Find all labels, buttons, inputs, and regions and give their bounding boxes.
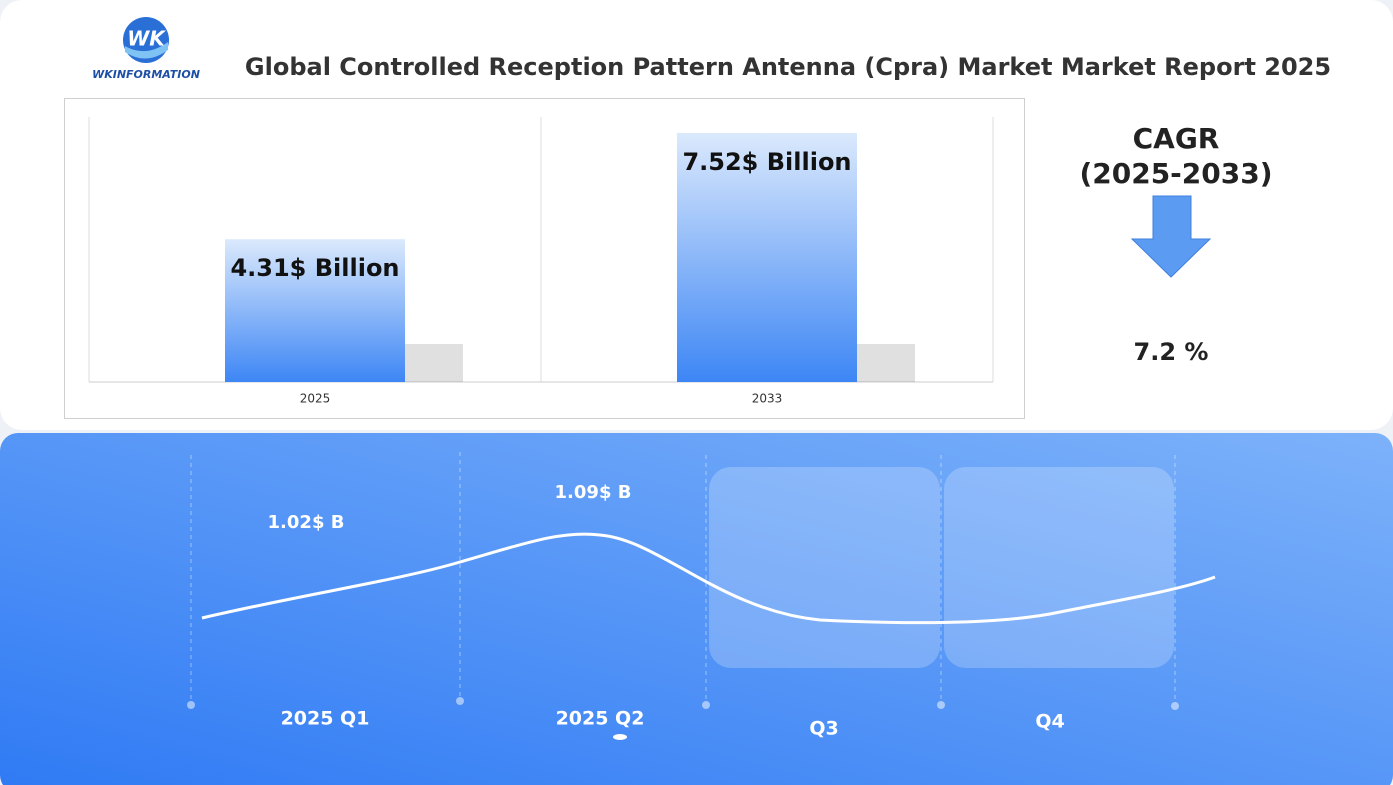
bar	[225, 239, 405, 382]
bar-value-label: 4.31$ Billion	[230, 254, 399, 282]
down-arrow	[1130, 195, 1212, 278]
quarter-box	[944, 467, 1174, 668]
bar	[677, 132, 857, 382]
quarter-box	[709, 467, 940, 668]
quarter-label: Q3	[809, 718, 838, 740]
quarter-label: Q4	[1035, 711, 1064, 733]
cagr-period: (2025-2033)	[1079, 157, 1272, 190]
logo: WK WKINFORMATION	[92, 17, 200, 81]
bar-value-label: 7.52$ Billion	[682, 148, 851, 176]
active-dot	[613, 734, 627, 740]
cagr-value: 7.2 %	[1134, 338, 1209, 366]
timeline-panel	[0, 433, 1393, 785]
cagr-label: CAGR	[1133, 122, 1220, 155]
chart-frame	[64, 98, 1025, 419]
timeline-guides	[190, 452, 1176, 700]
logo-text: WKINFORMATION	[92, 68, 200, 81]
bars: 4.31$ Billion 2025 7.52$ Billion 2033	[225, 132, 915, 406]
title: Global Controlled Reception Pattern Ante…	[245, 53, 1331, 81]
svg-text:WK: WK	[127, 27, 166, 51]
quarter-label: 2025 Q1	[281, 708, 370, 730]
timeline-dots	[187, 697, 1179, 710]
quarter-value: 1.02$ B	[268, 512, 345, 533]
x-tick-label: 2033	[752, 392, 783, 406]
x-tick-label: 2025	[300, 392, 331, 406]
trend-curve	[201, 532, 1216, 625]
quarter-value: 1.09$ B	[555, 482, 632, 503]
quarter-label: 2025 Q2	[556, 708, 645, 730]
